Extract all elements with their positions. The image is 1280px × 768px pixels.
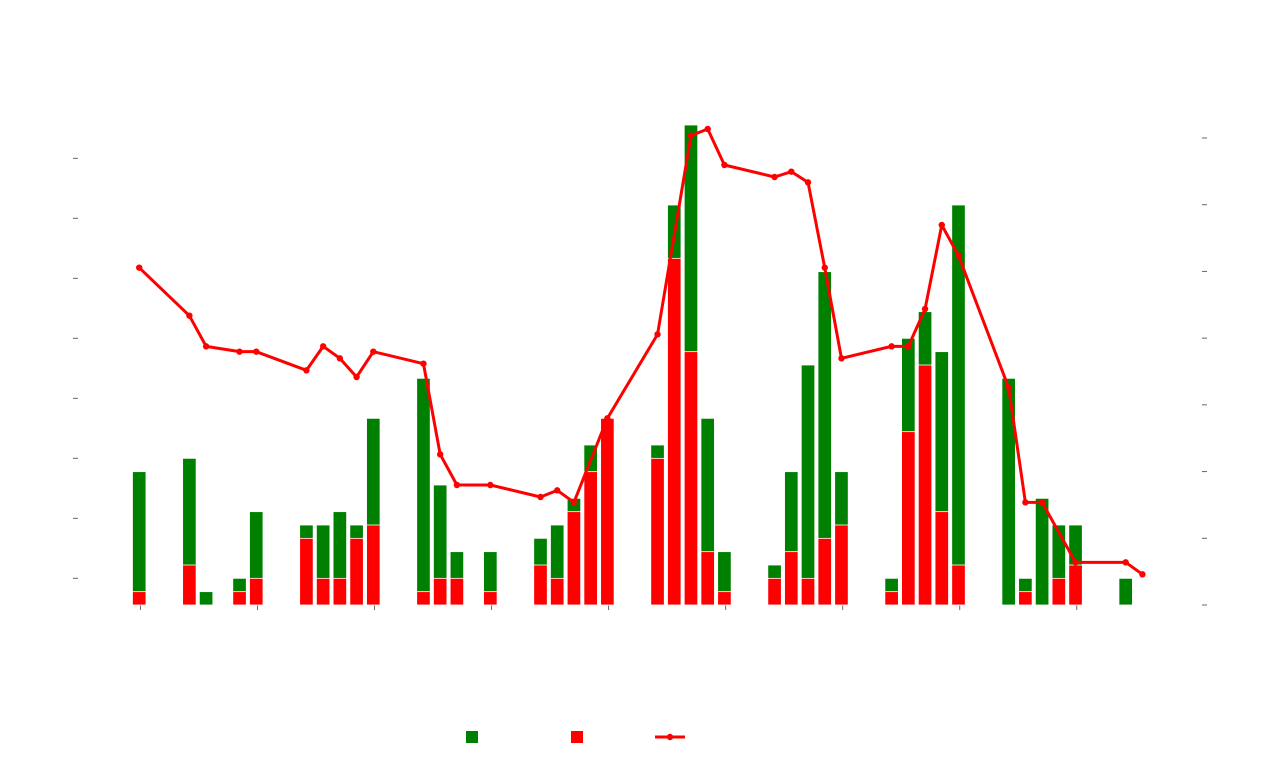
bar-series-b [533, 564, 548, 606]
bar-series-b [299, 537, 314, 606]
line-point [420, 360, 427, 367]
bar-series-b [550, 577, 565, 606]
bar-series-b [667, 257, 682, 606]
bar-series-a [800, 364, 816, 606]
line-point [453, 481, 461, 489]
line-point [487, 481, 494, 489]
bar-series-b [767, 577, 782, 606]
bar-series-b [717, 591, 732, 606]
line-point [202, 343, 210, 350]
legend-line-marker [666, 733, 674, 741]
line-point [336, 355, 344, 362]
bar-series-b [817, 537, 832, 606]
bar-series-b [315, 577, 331, 606]
line-point [955, 252, 962, 259]
line-point [303, 367, 310, 374]
line-point [537, 493, 544, 501]
bar-series-b [232, 591, 247, 606]
bar-series-b [449, 577, 465, 606]
bar-series-b [416, 591, 431, 606]
line-point [905, 343, 912, 350]
bar-series-b [934, 511, 949, 606]
bar-series-b [784, 551, 799, 606]
bar-series-b [700, 551, 715, 606]
bar-series-b [332, 577, 348, 606]
y-axis-left-ticks [73, 157, 78, 579]
line-point [554, 487, 561, 494]
bar-series-b [566, 511, 582, 606]
line-point [136, 264, 143, 271]
y-axis-right-ticks [1202, 137, 1207, 606]
line-point [687, 132, 695, 139]
bar-series-a [198, 591, 214, 606]
line-point [838, 355, 845, 362]
bar-series-b [650, 457, 665, 606]
line-point [821, 264, 828, 271]
bar-series-b [1068, 564, 1083, 606]
line-point [804, 179, 812, 186]
bar-series-b [366, 524, 381, 606]
line-point [771, 173, 778, 181]
line-point [1139, 571, 1146, 578]
bar-series-b [901, 431, 916, 606]
bar-series-b [600, 417, 615, 606]
bar-series-b [834, 524, 849, 606]
legend-swatch-series-b [571, 731, 583, 743]
legend [466, 731, 685, 743]
bar-series-b [683, 351, 699, 606]
legend-swatch-series-a [466, 731, 478, 743]
bar-series-a [1001, 377, 1016, 606]
line-point [721, 161, 728, 169]
bar-series-a [132, 471, 147, 606]
bar-series-b [433, 577, 448, 606]
line-point [1038, 499, 1046, 506]
line-point [921, 305, 929, 313]
bar-series-b [349, 537, 364, 606]
bar-series-b [800, 577, 816, 606]
line-point [436, 451, 444, 458]
line-point [788, 168, 795, 175]
line-point [353, 373, 360, 381]
bar-series-b [1051, 577, 1066, 606]
line-point [570, 499, 578, 506]
line-point [888, 343, 895, 350]
line-point [704, 125, 711, 133]
line-point [236, 348, 243, 355]
line-point [370, 348, 377, 355]
bar-series-b [884, 591, 899, 606]
bar-series-b [249, 577, 264, 606]
bar-series [132, 124, 1133, 606]
line-path [138, 127, 1144, 576]
bar-series-b [1018, 591, 1033, 606]
bar-series-a [1034, 497, 1050, 606]
bar-series-a [416, 377, 431, 606]
bar-series-b [951, 564, 966, 606]
line-point [1022, 499, 1029, 506]
line-point [604, 415, 611, 422]
bar-series-b [132, 591, 147, 606]
bar-series-b [917, 364, 933, 606]
line-point [186, 312, 193, 319]
line-point [253, 348, 260, 355]
line-point [654, 331, 661, 338]
line-point [1005, 384, 1012, 391]
line-point [319, 343, 327, 350]
bar-series-b [483, 591, 498, 606]
line-point [938, 221, 945, 229]
bar-series-b [182, 564, 197, 606]
bar-series-b [583, 471, 598, 606]
line-point [1122, 559, 1129, 566]
line-series [136, 125, 1146, 578]
line-point [1072, 559, 1079, 566]
bar-series-a [1118, 577, 1133, 606]
x-axis-ticks [139, 605, 1078, 610]
